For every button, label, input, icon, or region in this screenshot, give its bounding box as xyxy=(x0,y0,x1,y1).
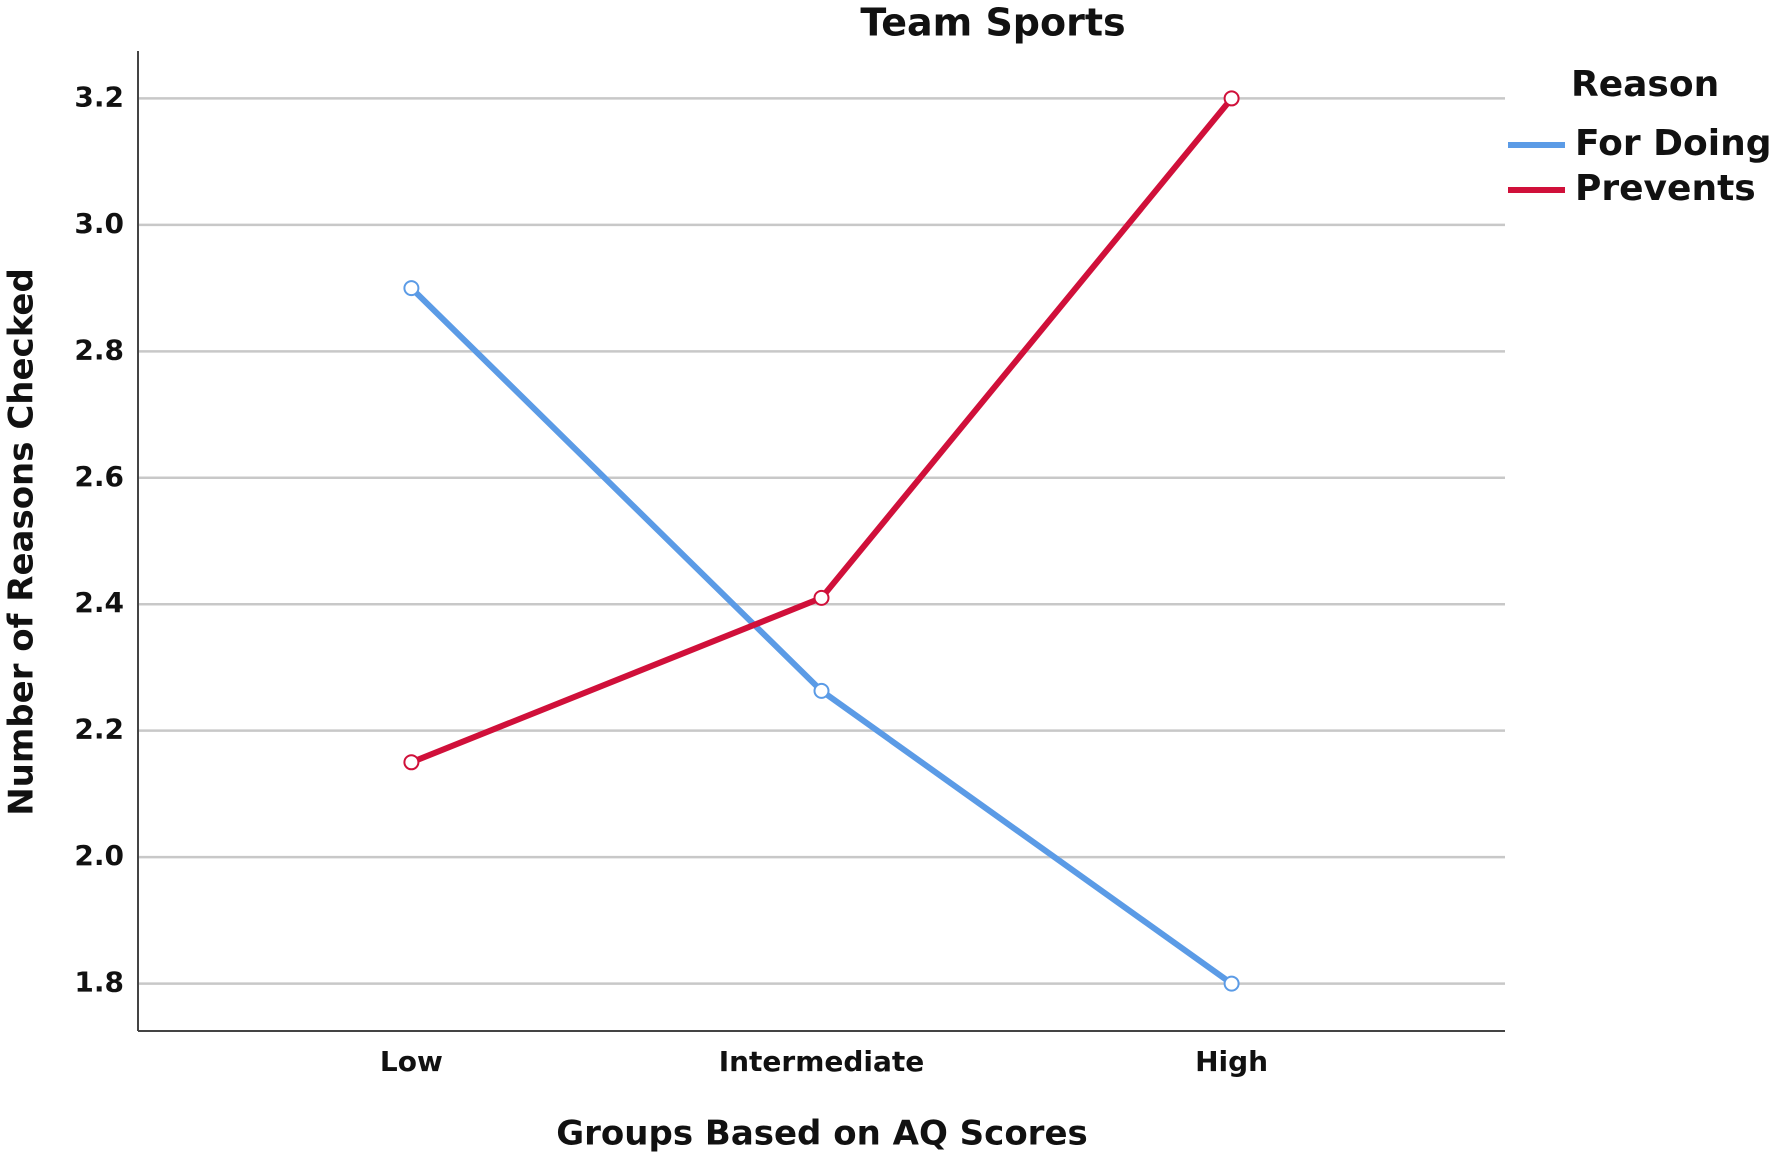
legend-title: Reason xyxy=(1571,64,1719,105)
legend-label: For Doing xyxy=(1575,123,1770,164)
x-axis-title: Groups Based on AQ Scores xyxy=(556,1114,1088,1154)
point xyxy=(403,754,420,771)
y-axis-title: Number of Reasons Checked xyxy=(2,268,42,816)
y-tick-label: 1.8 xyxy=(74,966,124,999)
x-tick-label: High xyxy=(1195,1045,1268,1078)
x-tick-label: Low xyxy=(380,1045,443,1078)
y-tick-label: 3.0 xyxy=(74,207,124,240)
y-tick-label: 2.0 xyxy=(74,839,124,872)
point xyxy=(813,589,830,606)
x-tick-label: Intermediate xyxy=(719,1045,925,1078)
legend-label: Prevents xyxy=(1575,168,1756,209)
y-tick-label: 2.4 xyxy=(74,586,124,619)
point xyxy=(1223,975,1240,992)
y-tick-label: 2.2 xyxy=(74,713,124,746)
series-line xyxy=(410,96,1234,766)
point xyxy=(813,682,830,699)
y-tick-label: 3.2 xyxy=(74,80,124,113)
series-line xyxy=(409,285,1234,987)
chart-title: Team Sports xyxy=(860,1,1125,45)
point xyxy=(1223,90,1240,107)
y-tick-label: 2.8 xyxy=(74,333,124,366)
y-tick-label: 2.6 xyxy=(74,460,124,493)
point xyxy=(403,280,420,297)
